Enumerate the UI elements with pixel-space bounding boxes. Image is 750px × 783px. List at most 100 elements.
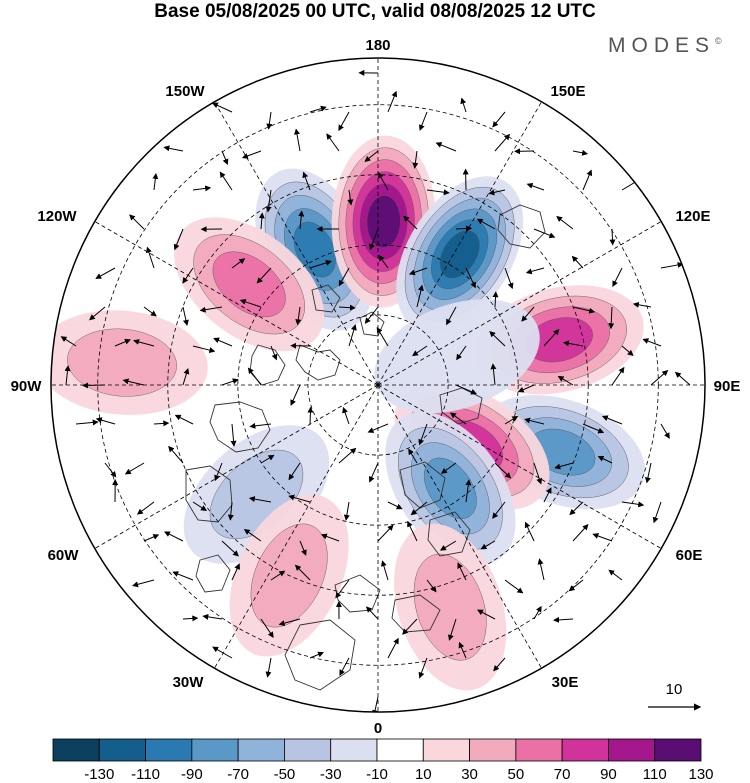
wind-arrow — [456, 345, 467, 361]
wind-arrow — [338, 267, 350, 287]
wind-arrow — [342, 406, 350, 425]
wind-arrow — [493, 657, 506, 672]
copyright-mark: © — [715, 36, 722, 46]
anomaly-center — [174, 217, 325, 352]
wind-arrow — [309, 105, 327, 113]
wind-arrow — [202, 613, 223, 620]
wind-arrow — [533, 605, 542, 620]
wind-arrow — [95, 417, 116, 425]
wind-arrow — [260, 618, 274, 638]
wind-arrow — [133, 339, 155, 347]
wind-arrow — [163, 145, 184, 152]
wind-arrow — [82, 382, 106, 389]
wind-arrow — [492, 111, 506, 128]
wind-arrow — [122, 378, 145, 386]
anomaly-field — [51, 135, 646, 691]
wind-arrow — [543, 328, 560, 347]
wind-arrow — [556, 215, 574, 230]
wind-arrow — [572, 524, 589, 542]
wind-arrow — [582, 169, 593, 191]
wind-arrow — [460, 97, 467, 113]
wind-arrow — [168, 445, 184, 464]
wind-arrow — [557, 375, 574, 386]
map-title: Base 05/08/2025 00 UTC, valid 08/08/2025… — [154, 1, 596, 22]
wind-arrow — [213, 337, 233, 347]
wind-arrow — [338, 304, 356, 311]
wind-arrow — [457, 562, 467, 581]
wind-arrow — [211, 102, 233, 113]
wind-arrow — [294, 564, 311, 581]
wind-arrow — [480, 540, 496, 550]
wind-arrow — [446, 306, 457, 326]
wind-arrow — [571, 255, 584, 269]
lon-label-90w: 90W — [11, 378, 43, 395]
wind-arrow — [266, 111, 273, 130]
wind-arrow — [494, 462, 512, 479]
wind-arrow — [368, 462, 379, 483]
wind-arrow — [182, 306, 189, 326]
wind-arrow — [492, 501, 506, 519]
colorbar-swatch — [98, 738, 146, 762]
wind-arrow — [412, 345, 428, 357]
wind-arrow — [435, 142, 457, 152]
wind-arrow — [153, 420, 170, 427]
wind-arrow — [660, 262, 684, 269]
wind-arrow — [320, 533, 340, 542]
wind-arrow — [494, 133, 511, 152]
wind-arrow — [621, 501, 645, 508]
lon-label-0: 0 — [374, 720, 382, 737]
wind-arrow — [146, 246, 155, 269]
wind-arrow — [64, 365, 71, 386]
lon-label-30w: 30W — [173, 674, 205, 691]
wind-arrow — [249, 422, 272, 429]
wind-arrow — [338, 111, 350, 132]
colorbar-tick-label: 10 — [415, 766, 432, 783]
wind-arrow — [367, 423, 389, 433]
vector-scale-label: 10 — [666, 681, 683, 698]
wind-arrow — [143, 306, 157, 317]
wind-arrow — [256, 267, 272, 284]
wind-arrow — [387, 637, 399, 659]
wind-arrow — [309, 260, 332, 269]
wind-arrow — [339, 657, 350, 676]
wind-arrow — [129, 214, 145, 230]
wind-arrow — [343, 501, 350, 521]
colorbar-tick-label: 50 — [508, 766, 525, 783]
wind-arrow — [380, 560, 389, 581]
lon-label-30e: 30E — [552, 674, 579, 691]
wind-arrow — [465, 267, 476, 289]
colorbar-tick-label: 130 — [688, 766, 713, 783]
lon-label-180: 180 — [365, 37, 390, 54]
wind-arrow — [307, 406, 314, 425]
wind-arrow — [239, 299, 262, 308]
wind-arrow — [212, 646, 233, 659]
wind-arrow — [104, 462, 117, 478]
wind-arrow — [270, 570, 286, 581]
wind-arrow — [164, 531, 184, 542]
wind-arrow — [517, 384, 535, 393]
brand-text: MODES — [608, 34, 716, 57]
anomaly-center — [385, 411, 516, 565]
colorbar-tick-label: -10 — [366, 766, 388, 783]
wind-arrow — [132, 579, 155, 588]
colorbar-tick-label: -130 — [84, 766, 114, 783]
wind-arrow — [504, 267, 514, 290]
wind-arrow — [524, 521, 535, 542]
wind-arrow — [455, 384, 478, 395]
wind-arrow — [299, 540, 307, 556]
wind-arrow — [192, 185, 212, 192]
lon-label-60w: 60W — [48, 547, 80, 564]
colorbar-swatch — [52, 738, 100, 762]
wind-arrow — [674, 371, 691, 386]
wind-arrow — [488, 189, 506, 196]
lon-label-150w: 150W — [165, 83, 205, 100]
colorbar-swatch — [237, 738, 285, 762]
map-boundary — [50, 57, 706, 713]
meridian-line — [214, 101, 379, 386]
wind-vectors — [60, 69, 691, 712]
wind-arrow — [632, 301, 652, 308]
wind-arrow — [143, 534, 160, 542]
wind-arrow — [182, 267, 194, 284]
wind-arrow — [270, 345, 278, 361]
